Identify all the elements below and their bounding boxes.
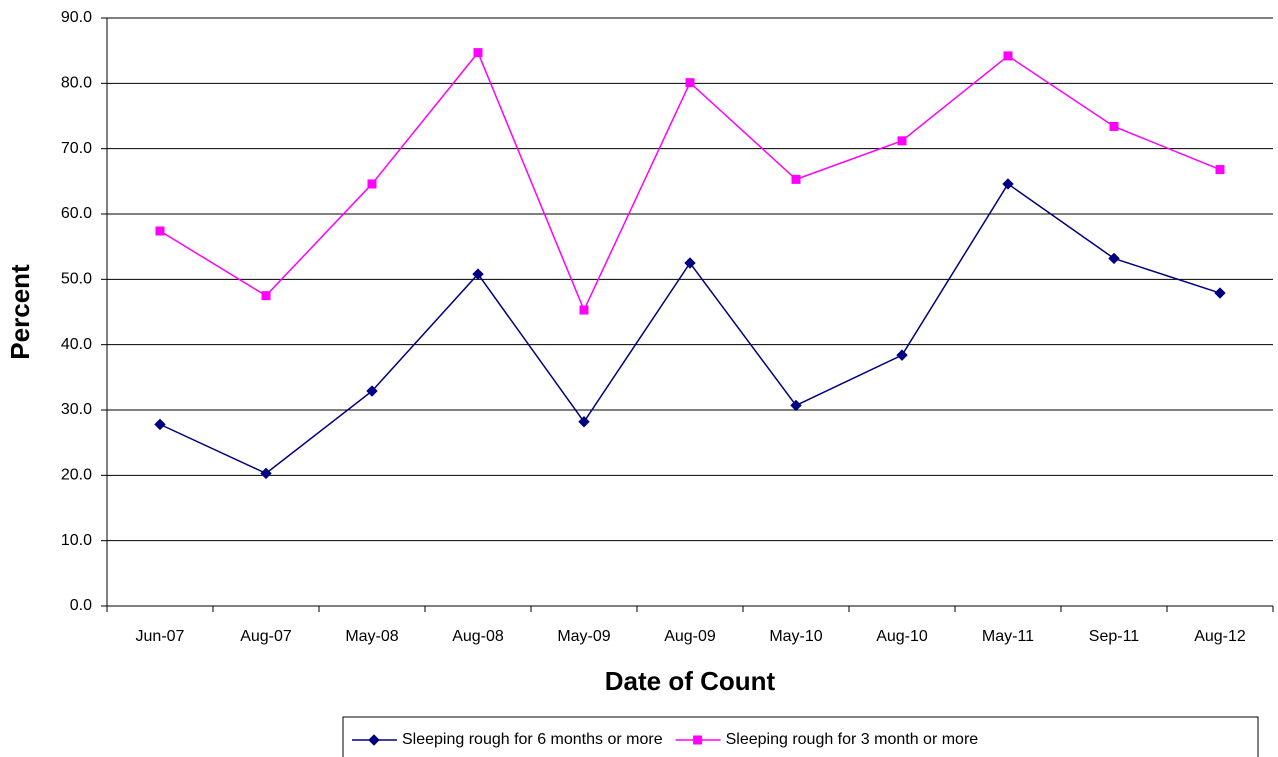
marker [367,179,377,189]
marker [1215,165,1225,175]
marker [791,174,801,184]
marker [1003,51,1013,61]
x-tick-label: Aug-07 [240,628,292,645]
marker [684,257,696,269]
marker [366,385,378,397]
y-tick-label: 30.0 [61,401,92,418]
series-line [159,51,1221,312]
legend-marker [693,735,703,745]
y-tick-label: 90.0 [61,9,92,26]
y-tick-label: 80.0 [61,75,92,92]
x-tick-label: May-08 [345,628,398,645]
marker [154,418,166,431]
y-tick-label: 0.0 [70,597,92,614]
y-tick-label: 70.0 [61,140,92,157]
y-tick-label: 10.0 [61,532,92,549]
x-tick-label: Sep-11 [1089,628,1140,645]
marker [1214,287,1226,299]
marker [472,268,484,280]
marker [155,226,165,236]
marker [1108,252,1120,265]
marker [1109,121,1119,131]
x-axis-title: Date of Count [605,666,776,696]
marker [897,136,907,146]
marker [685,78,695,88]
legend-marker [368,734,380,746]
legend-label: Sleeping rough for 6 months or more [402,731,663,748]
x-tick-label: May-11 [982,628,1034,645]
x-tick-label: May-10 [769,628,822,645]
y-axis-title: Percent [5,264,35,360]
marker [261,291,271,301]
x-tick-label: Aug-10 [876,628,928,645]
y-tick-label: 50.0 [61,271,92,288]
y-tick-label: 60.0 [61,205,92,222]
x-tick-label: Jun-07 [136,628,185,645]
y-tick-label: 20.0 [61,467,92,484]
marker [578,416,590,428]
y-tick-label: 40.0 [61,336,92,353]
marker [473,48,483,58]
x-tick-label: Aug-12 [1194,628,1246,645]
legend-label: Sleeping rough for 3 month or more [726,731,979,748]
marker [896,349,908,361]
marker [790,399,802,412]
x-tick-label: May-09 [557,628,610,645]
marker [1002,178,1014,190]
series-line [159,182,1221,475]
marker [579,305,589,315]
marker [260,467,272,480]
x-tick-label: Aug-08 [452,628,504,645]
x-tick-label: Aug-09 [664,628,716,645]
legend [342,716,1259,757]
